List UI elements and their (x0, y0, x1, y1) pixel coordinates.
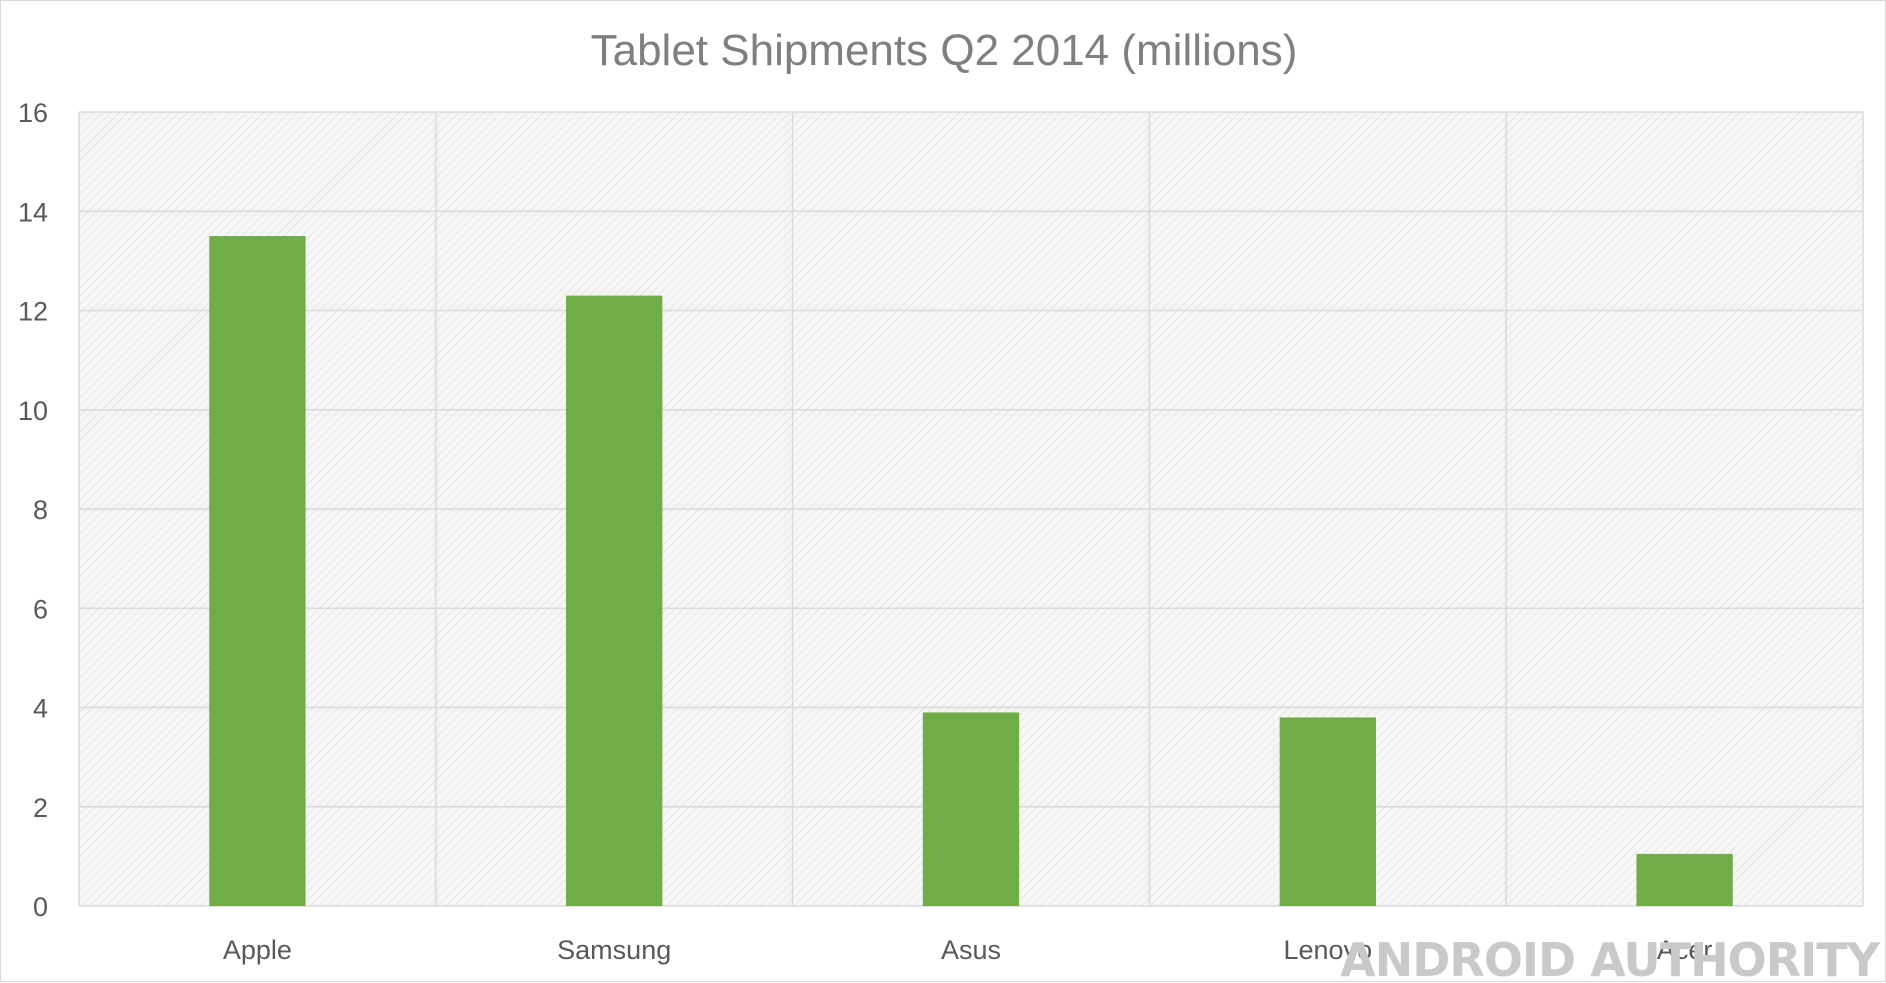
watermark-text: ANDROID AUTHORITY (1340, 933, 1881, 983)
x-tick-label-samsung: Samsung (557, 935, 671, 965)
y-tick-label: 10 (18, 396, 48, 426)
y-axis-ticks: 0 2 4 6 8 10 12 14 16 (18, 98, 48, 922)
y-tick-label: 0 (33, 892, 48, 922)
y-tick-label: 8 (33, 495, 48, 525)
x-axis-labels: Apple Samsung Asus Lenovo Acer (223, 935, 1712, 965)
chart-title: Tablet Shipments Q2 2014 (millions) (591, 26, 1298, 75)
y-tick-label: 4 (33, 694, 48, 724)
bar-lenovo (1279, 717, 1376, 906)
x-tick-label-asus: Asus (941, 935, 1001, 965)
y-tick-label: 12 (18, 297, 48, 327)
x-tick-label-lenovo: Lenovo (1284, 935, 1373, 965)
y-tick-label: 14 (18, 197, 48, 227)
bar-samsung (566, 295, 663, 906)
y-tick-label: 6 (33, 594, 48, 624)
y-tick-label: 16 (18, 98, 48, 128)
bar-apple (209, 236, 306, 906)
bars (209, 236, 1733, 906)
bar-acer (1636, 853, 1733, 906)
bar-asus (922, 712, 1020, 906)
y-tick-label: 2 (33, 793, 48, 823)
x-tick-label-acer: Acer (1657, 935, 1713, 965)
x-tick-label-apple: Apple (223, 935, 292, 965)
